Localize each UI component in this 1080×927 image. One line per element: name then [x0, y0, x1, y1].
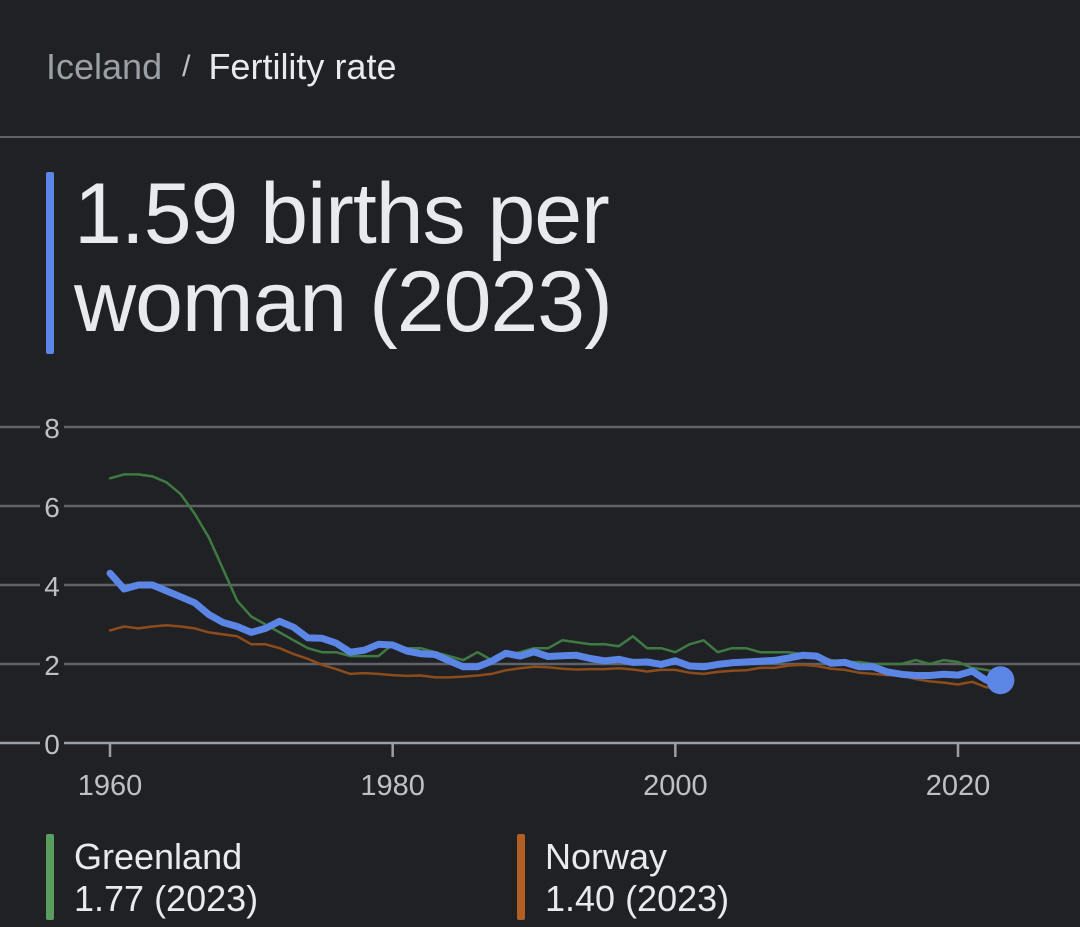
x-tick-label: 2000: [643, 770, 708, 802]
fertility-chart[interactable]: 0 2 4 6 8 1960 1980 2000 2020: [0, 400, 1080, 820]
y-tick-label: 0: [44, 729, 60, 760]
series-line-greenland: [108, 473, 1002, 675]
legend-name-norway: Norway: [545, 836, 668, 877]
x-tick-label: 1980: [360, 770, 425, 802]
latest-value-dot[interactable]: [986, 666, 1015, 695]
legend-swatch-norway: [517, 834, 525, 920]
y-tick-label: 4: [44, 571, 60, 602]
headline-value: 1.59 births per woman (2023): [74, 166, 613, 350]
y-tick-label-bg: [40, 413, 64, 441]
breadcrumb: Iceland / Fertility rate: [46, 42, 396, 92]
chart-series: [106, 473, 1015, 695]
y-tick-label-bg: [40, 571, 64, 599]
legend-value-norway: 1.40 (2023): [545, 878, 730, 919]
headline-accent-bar: [46, 172, 54, 354]
x-tick-label: 2020: [926, 770, 991, 802]
breadcrumb-parent[interactable]: Iceland: [46, 46, 163, 87]
legend-swatch-greenland: [46, 834, 54, 920]
breadcrumb-separator: /: [182, 50, 191, 83]
legend-value-greenland: 1.77 (2023): [74, 878, 259, 919]
chart-axes: 0 2 4 6 8 1960 1980 2000 2020: [40, 413, 990, 802]
y-tick-label-bg: [40, 729, 64, 757]
y-tick-label: 2: [44, 650, 60, 681]
series-line-iceland: [106, 569, 1004, 684]
y-tick-label: 8: [44, 413, 60, 444]
series-line-norway: [108, 624, 1002, 689]
chart-grid: [0, 425, 1080, 745]
x-tick-label: 1960: [78, 770, 143, 802]
y-tick-label-bg: [40, 650, 64, 678]
divider: [0, 136, 1080, 138]
breadcrumb-current: Fertility rate: [208, 46, 397, 87]
y-tick-label-bg: [40, 492, 64, 520]
y-tick-label: 6: [44, 492, 60, 523]
legend-name-greenland: Greenland: [74, 836, 243, 877]
